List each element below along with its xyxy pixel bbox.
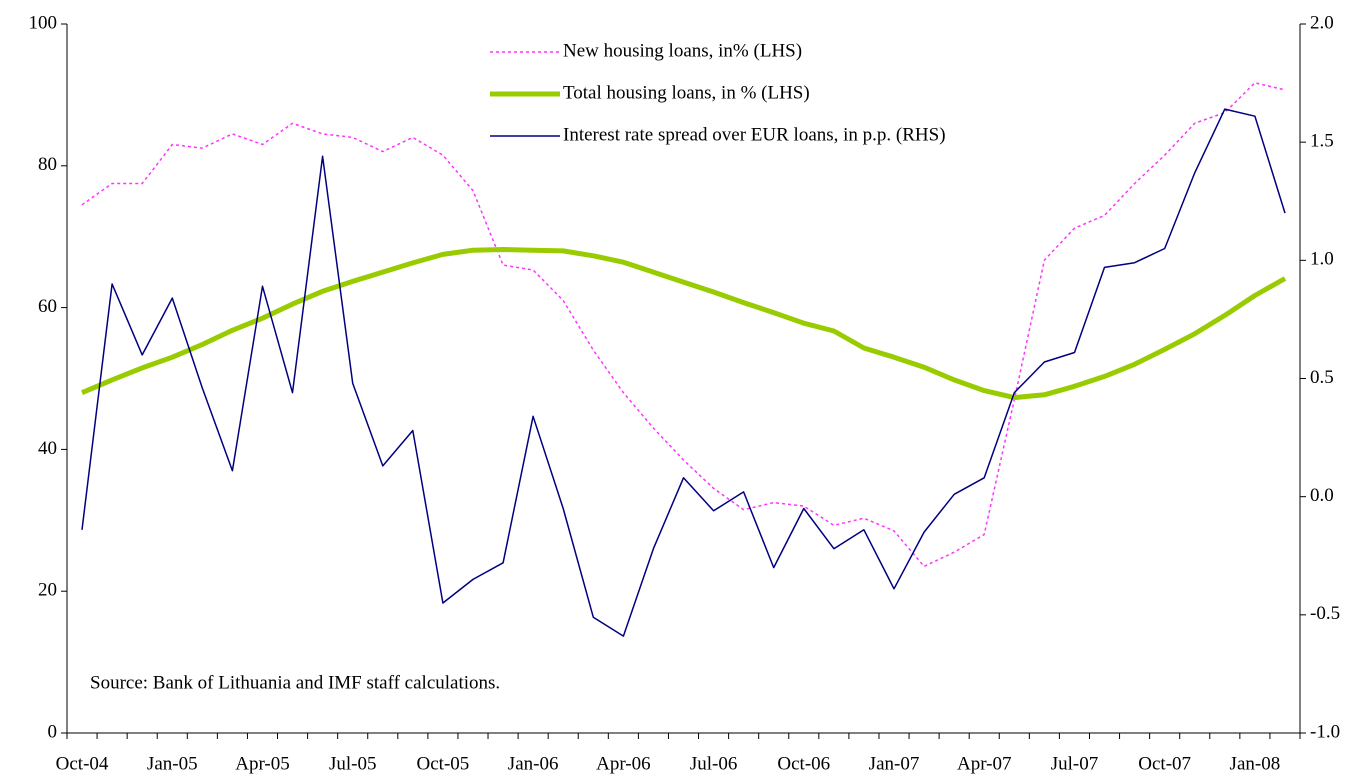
legend-label: New housing loans, in% (LHS) <box>563 40 802 61</box>
y2-tick-label: 1.0 <box>1310 249 1334 270</box>
x-tick-label: Apr-07 <box>957 753 1012 774</box>
x-tick-label: Oct-06 <box>777 753 830 774</box>
x-tick-label: Jan-08 <box>1230 753 1281 774</box>
x-tick-label: Jul-07 <box>1051 753 1099 774</box>
x-tick-label: Jan-05 <box>147 753 198 774</box>
x-tick-label: Oct-07 <box>1138 753 1191 774</box>
y-tick-label: 0 <box>48 721 58 742</box>
y-tick-label: 40 <box>38 438 57 459</box>
legend-label: Interest rate spread over EUR loans, in … <box>563 124 946 145</box>
legend-label: Total housing loans, in % (LHS) <box>563 82 810 103</box>
y2-tick-label: -1.0 <box>1310 721 1340 742</box>
y2-tick-label: 2.0 <box>1310 12 1334 33</box>
y-tick-label: 60 <box>38 296 57 317</box>
x-tick-label: Jan-06 <box>508 753 559 774</box>
x-tick-label: Oct-05 <box>417 753 470 774</box>
series-line <box>81 82 1286 568</box>
x-tick-label: Oct-04 <box>56 753 109 774</box>
series-line <box>81 108 1286 637</box>
x-tick-label: Jan-07 <box>869 753 920 774</box>
annotation: Source: Bank of Lithuania and IMF staff … <box>90 672 500 693</box>
x-tick-label: Apr-06 <box>596 753 651 774</box>
y-tick-label: 80 <box>38 154 57 175</box>
x-tick-label: Jul-05 <box>329 753 377 774</box>
x-tick-label: Apr-05 <box>235 753 290 774</box>
y2-tick-label: 1.5 <box>1310 131 1334 152</box>
y-tick-label: 20 <box>38 580 57 601</box>
series-line <box>81 247 1287 401</box>
x-tick-label: Jul-06 <box>690 753 738 774</box>
y2-tick-label: 0.5 <box>1310 367 1334 388</box>
y2-tick-label: 0.0 <box>1310 485 1334 506</box>
y-tick-label: 100 <box>29 12 58 33</box>
y2-tick-label: -0.5 <box>1310 603 1340 624</box>
